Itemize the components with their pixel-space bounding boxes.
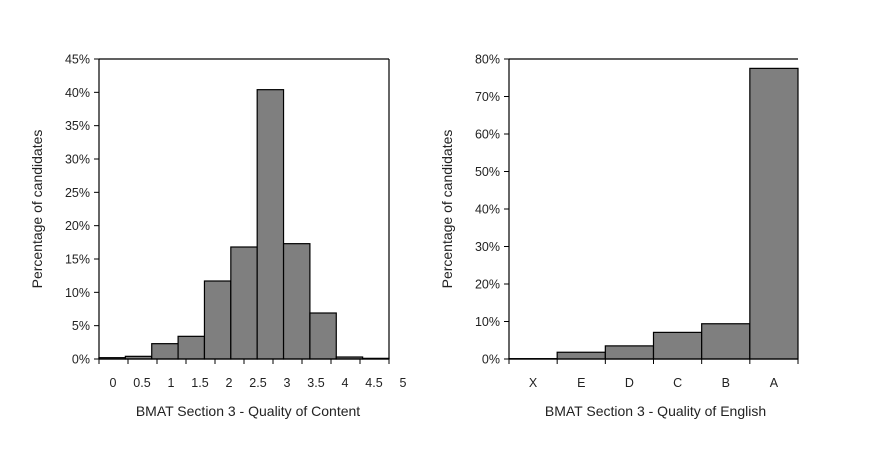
y-tick-label: 10% [65, 286, 90, 300]
y-tick-label: 5% [72, 319, 90, 333]
bar-4 [309, 312, 337, 360]
y-tick-label: 15% [65, 253, 90, 267]
x-tick-label: 3.5 [307, 376, 324, 390]
y-axis-title: Percentage of candidates [29, 130, 45, 289]
x-tick-label: X [529, 376, 538, 390]
y-axis-title: Percentage of candidates [439, 130, 455, 289]
x-tick-label: 3 [284, 376, 291, 390]
y-tick-label: 30% [475, 240, 500, 254]
x-tick-label: 4.5 [365, 376, 382, 390]
y-tick-label: 80% [475, 53, 500, 67]
x-axis-title: BMAT Section 3 - Quality of English [545, 403, 766, 419]
x-tick-label: A [770, 376, 779, 390]
y-tick-label: 30% [65, 153, 90, 167]
x-axis-title: BMAT Section 3 - Quality of Content [136, 403, 360, 419]
x-tick-label: 1 [168, 376, 175, 390]
quality-of-english-chart: 0% 10% 20% 30% 40% 50% 60% 70% 80% X E D C B A Percenta… [439, 53, 799, 419]
y-tick-label: 20% [475, 278, 500, 292]
x-tick-label: 0 [110, 376, 117, 390]
y-tick-label: 20% [65, 219, 90, 233]
x-tick-label: D [625, 376, 634, 390]
y-tick-label: 0% [72, 353, 90, 367]
bar-1 [151, 343, 179, 360]
y-tick-label: 40% [65, 86, 90, 100]
y-tick-label: 70% [475, 90, 500, 104]
y-tick-label: 25% [65, 186, 90, 200]
bar-3.5 [282, 243, 311, 360]
bar-A [749, 67, 799, 360]
quality-of-content-chart: 0% 5% 10% 15% 20% 25% 30% 35% 40% 45% 0 0.5 1 1.5 2 2.5… [29, 53, 407, 420]
x-tick-label: 2.5 [249, 376, 266, 390]
x-tick-label: 4 [342, 376, 349, 390]
y-tick-label: 50% [475, 165, 500, 179]
x-tick-label: C [673, 376, 682, 390]
bar-2.5 [230, 246, 258, 360]
bar-3 [256, 89, 285, 360]
bar-E [556, 351, 606, 360]
y-tick-label: 0% [482, 353, 500, 367]
y-tick-label: 60% [475, 128, 500, 142]
bar-1.5 [177, 335, 206, 360]
bar-D [604, 345, 655, 360]
bar-B [701, 323, 751, 360]
bar-2 [203, 280, 232, 360]
y-tick-label: 35% [65, 119, 90, 133]
x-tick-label: E [577, 376, 585, 390]
x-tick-label: 5 [400, 376, 407, 390]
x-tick-label: 1.5 [191, 376, 208, 390]
x-tick-label: B [722, 376, 730, 390]
y-tick-label: 10% [475, 315, 500, 329]
bar-C [652, 331, 703, 360]
x-tick-label: 2 [226, 376, 233, 390]
x-tick-label: 0.5 [133, 376, 150, 390]
y-tick-label: 40% [475, 203, 500, 217]
y-tick-label: 45% [65, 53, 90, 67]
